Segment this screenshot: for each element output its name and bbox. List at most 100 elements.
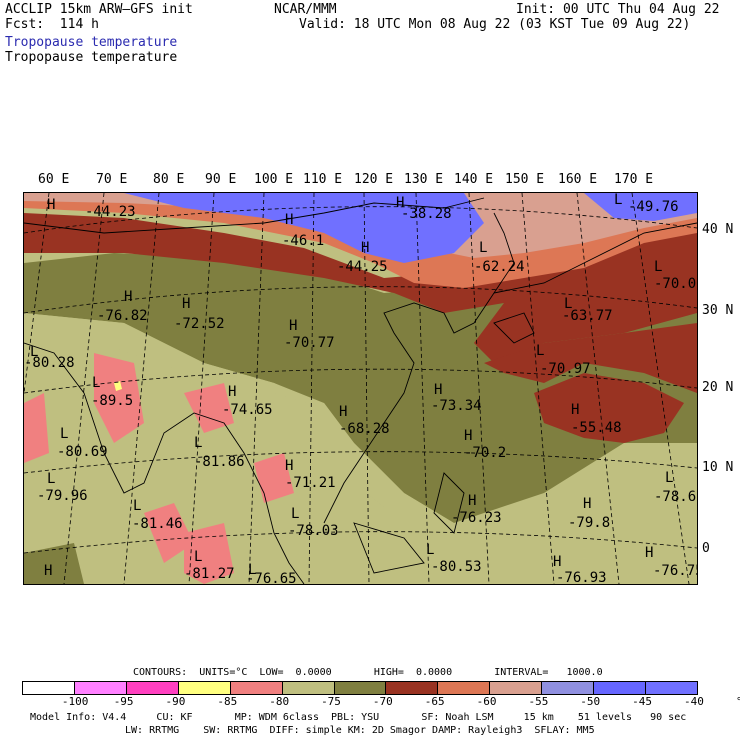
extremum-value: -62.24 [474,259,525,275]
extremum-value: -38.28 [401,206,452,222]
lat-label: 20 N [702,380,734,395]
physics-info: LW: RRTMG SW: RRTMG DIFF: simple KM: 2D … [125,725,595,736]
extremum-value: -44.25 [337,259,388,275]
colorbar-label: -70 [372,695,393,708]
region-salmon [184,523,234,584]
extremum-letter: H [571,402,580,418]
colorbar-cell [230,682,283,694]
lon-line [63,193,105,584]
extremum-letter: L [665,470,674,486]
extremum-value: -81.46 [132,516,183,532]
extremum-value: -49.76 [628,199,679,215]
colorbar-cell [594,682,647,694]
colorbar-label: -90 [165,695,186,708]
region-dark-red [24,208,697,363]
colorbar-label: -75 [321,695,341,708]
extremum-letter: H [339,404,348,420]
extremum-letter: L [479,240,488,256]
colorbar-cell [74,682,127,694]
init-time: Init: 00 UTC Thu 04 Aug 22 [516,2,720,17]
coastline [24,342,305,584]
region-salmon [184,383,234,433]
model-title: ACCLIP 15km ARW–GFS init [5,2,193,17]
lat-line [24,451,697,474]
extremum-letter: L [536,343,545,359]
extremum-value: -73.34 [431,398,482,414]
extremum-letter: L [248,562,257,578]
colorbar-cell [23,682,75,694]
lon-label: 120 E [354,172,394,187]
region-salmon [94,353,144,443]
extremum-value: -76.23 [451,510,502,526]
coastlines [24,197,697,584]
extremum-value: -80.53 [431,559,482,575]
extremum-value: -70.0 [654,276,697,292]
extremum-letter: H [464,428,473,444]
extremum-letter: H [583,496,592,512]
region-light-olive [314,403,454,523]
lat-label: 30 N [702,303,734,318]
extremum-value: -89.5 [91,393,134,409]
field-title-shaded: Tropopause temperature [5,35,178,50]
extremum-letter: H [553,554,562,570]
extremum-letter: H [44,563,53,579]
coastline [493,312,535,344]
extremum-letter: L [194,435,203,451]
lon-line [415,193,430,584]
extremum-letter: H [182,296,191,312]
region-salmon [254,453,294,503]
lat-line [24,206,697,234]
lon-label: 150 E [505,172,545,187]
extremum-value: -55.48 [571,420,622,436]
extremum-value: -44.23 [85,204,136,220]
lon-line [631,193,690,584]
extremum-letter: L [291,506,300,522]
lon-line [468,193,490,584]
extremum-value: -76.75 [653,563,697,579]
extremum-value: -72.52 [174,316,225,332]
colorbar-cell [178,682,231,694]
extremum-value: -63.77 [562,308,613,324]
region-light-olive [24,313,324,408]
colorbar-label: -100 [61,695,89,708]
extremum-value: -78.6 [654,489,697,505]
colorbar-label: -60 [476,695,497,708]
lon-label: 170 E [614,172,654,187]
extremum-value: -81.86 [194,454,245,470]
colorbar-cell [646,682,697,694]
extremum-value: -79.8 [568,515,611,531]
extremum-value: -78.03 [288,523,339,539]
colorbar-cell [386,682,439,694]
colorbar-cell [438,682,491,694]
lon-line [248,193,265,584]
extremum-letter: H [645,545,654,561]
extremum-letter: L [654,259,663,275]
region-blue [124,193,484,263]
lon-line [363,193,370,584]
extremum-letter: H [361,240,370,256]
extremum-letter: H [285,458,294,474]
lon-label: 160 E [558,172,598,187]
extremum-letter: H [396,195,405,211]
valid-time: Valid: 18 UTC Mon 08 Aug 22 (03 KST Tue … [299,17,691,32]
lat-label: 10 N [702,460,734,475]
extremum-letter: L [614,192,623,208]
lon-line [188,193,215,584]
lat-label: 0 [702,541,710,556]
lon-line [123,193,160,584]
extremum-value: -74.65 [222,402,273,418]
extremum-letter: H [468,493,477,509]
coastline [433,472,465,534]
colorbar-cell [126,682,179,694]
lat-label: 40 N [702,222,734,237]
extremum-value: -80.69 [57,444,108,460]
coastline [323,212,515,524]
lon-label: 60 E [38,172,70,187]
extremum-value: -76.65 [246,571,297,585]
extremum-value: -70.77 [284,335,335,351]
extremum-letter: H [124,289,133,305]
lon-line [308,193,315,584]
map-panel: H -44.23 H -46.1 H -38.28 H -44.25 L -62… [23,192,698,585]
contours-info: CONTOURS: UNITS=°C LOW= 0.0000 HIGH= 0.0… [133,667,603,678]
region-salmon [24,393,49,463]
